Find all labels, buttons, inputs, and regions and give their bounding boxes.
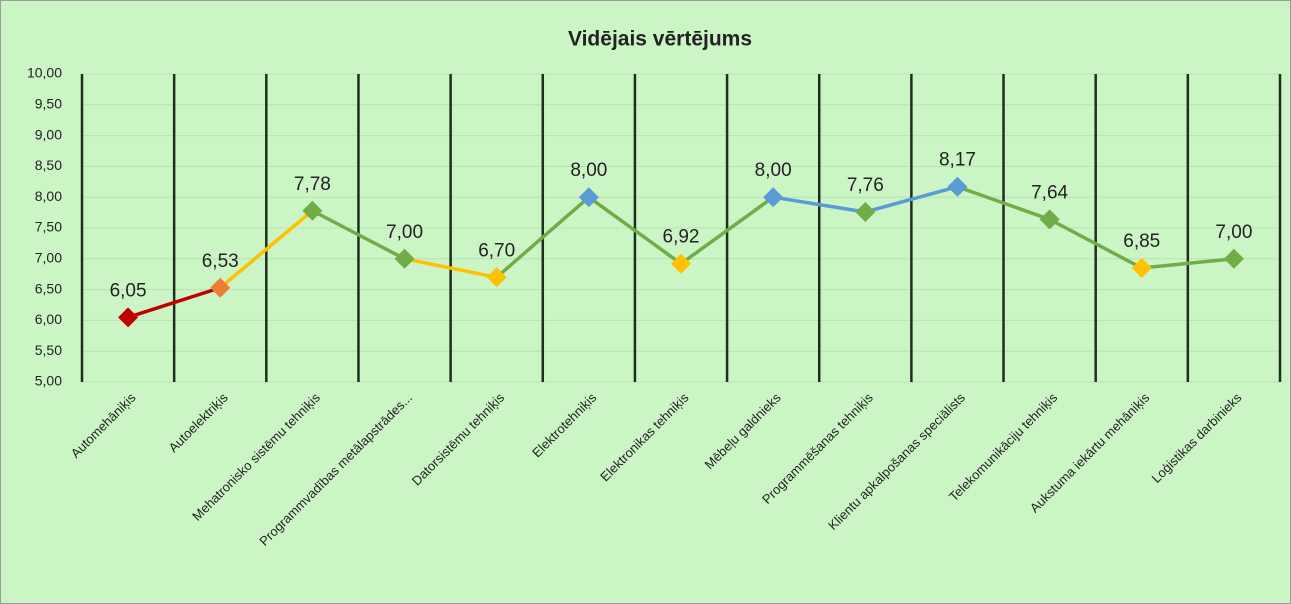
- data-label: 7,00: [1215, 222, 1252, 243]
- data-label: 7,00: [386, 222, 423, 243]
- data-label: 7,64: [1031, 182, 1068, 203]
- line-segment: [1048, 217, 1143, 270]
- point-marker: [394, 248, 415, 269]
- y-tick-label: 7,00: [35, 250, 62, 266]
- data-label: 8,00: [755, 160, 792, 181]
- line-segment: [1141, 257, 1235, 270]
- y-tick-label: 10,00: [27, 65, 62, 81]
- line-segment: [772, 195, 866, 214]
- line-segment: [404, 257, 498, 279]
- point-marker: [118, 307, 139, 328]
- y-tick-label: 8,50: [35, 157, 62, 173]
- line-segment: [311, 209, 406, 261]
- y-tick-label: 5,00: [35, 373, 62, 389]
- y-tick-label: 7,50: [35, 219, 62, 235]
- data-label: 8,00: [570, 160, 607, 181]
- y-tick-label: 6,00: [35, 311, 62, 327]
- line-segment: [956, 185, 1051, 222]
- y-tick-label: 9,00: [35, 126, 62, 142]
- point-marker: [1039, 209, 1060, 230]
- point-marker: [947, 176, 968, 197]
- point-marker: [302, 200, 323, 221]
- data-label: 6,05: [110, 280, 147, 301]
- data-label: 6,53: [202, 251, 239, 272]
- line-segment: [864, 185, 958, 214]
- data-label: 7,76: [847, 175, 884, 196]
- y-tick-label: 9,50: [35, 96, 62, 112]
- point-marker: [210, 277, 231, 298]
- point-marker: [578, 187, 599, 208]
- line-segment: [495, 195, 590, 279]
- y-tick-label: 5,50: [35, 342, 62, 358]
- point-marker: [1131, 258, 1152, 279]
- point-marker: [1223, 248, 1244, 269]
- line-segment: [587, 195, 683, 266]
- line-segment: [679, 195, 775, 266]
- y-tick-label: 8,00: [35, 188, 62, 204]
- point-marker: [671, 253, 691, 274]
- chart-title: Vidējais vērtējums: [568, 28, 752, 51]
- line-segment: [127, 286, 221, 319]
- y-tick-label: 6,50: [35, 280, 62, 296]
- line-segment: [219, 209, 314, 290]
- data-label: 6,92: [663, 227, 700, 248]
- point-marker: [763, 187, 784, 208]
- data-label: 6,70: [478, 240, 515, 261]
- point-marker: [486, 267, 507, 288]
- data-label: 7,78: [294, 174, 331, 195]
- data-label: 8,17: [939, 150, 976, 171]
- point-marker: [855, 201, 876, 222]
- data-label: 6,85: [1123, 231, 1160, 252]
